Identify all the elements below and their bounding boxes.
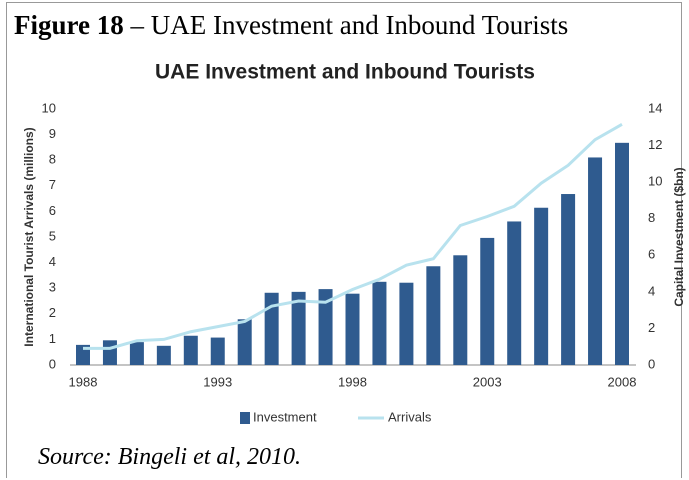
figure-label: Figure 18: [14, 10, 124, 40]
y-tick-label: 9: [49, 126, 56, 141]
bar: [426, 266, 441, 365]
x-tick-label: 2008: [608, 374, 637, 389]
bar: [588, 157, 603, 365]
y-tick-label: 10: [42, 100, 56, 115]
bar: [372, 281, 387, 365]
bar: [561, 194, 576, 365]
x-tick-label: 2003: [473, 374, 502, 389]
y-tick-label: 4: [49, 254, 56, 269]
y2-tick-label: 4: [648, 283, 655, 298]
y2-tick-label: 10: [648, 174, 662, 189]
frame: [6, 2, 682, 478]
legend-label: Investment: [253, 409, 317, 424]
y2-axis-label: Capital Investment ($bn): [672, 167, 686, 306]
y2-tick-label: 0: [648, 356, 655, 371]
bar: [507, 221, 522, 365]
bar: [453, 255, 468, 365]
chart-title: UAE Investment and Inbound Tourists: [155, 61, 535, 84]
x-tick-label: 1993: [203, 374, 232, 389]
y-tick-label: 1: [49, 331, 56, 346]
y-tick-label: 8: [49, 152, 56, 167]
bar: [615, 142, 629, 365]
y2-tick-label: 2: [648, 320, 655, 335]
y2-tick-label: 14: [648, 100, 662, 115]
y2-tick-label: 6: [648, 247, 655, 262]
legend-swatch: [240, 412, 250, 424]
bar: [102, 340, 117, 365]
caption-text: – UAE Investment and Inbound Tourists: [130, 10, 569, 40]
bar: [237, 319, 252, 365]
bar: [345, 293, 360, 365]
figure-caption: Figure 18 – UAE Investment and Inbound T…: [14, 10, 568, 41]
bar: [129, 342, 144, 365]
bar: [399, 282, 414, 365]
bar: [76, 344, 90, 365]
bar: [318, 289, 333, 365]
line: [83, 123, 623, 350]
bar: [210, 337, 225, 365]
y2-tick-label: 8: [648, 210, 655, 225]
bar: [156, 345, 171, 365]
y-tick-label: 3: [49, 280, 56, 295]
y-tick-label: 2: [49, 305, 56, 320]
y-tick-label: 6: [49, 203, 56, 218]
y-tick-label: 0: [49, 356, 56, 371]
bar: [264, 292, 279, 365]
y-tick-label: 5: [49, 228, 56, 243]
bar: [291, 291, 306, 365]
y-tick-label: 7: [49, 177, 56, 192]
bar: [480, 237, 495, 365]
bar: [534, 207, 549, 365]
y-axis-label: International Tourist Arrivals (millions…: [22, 127, 36, 346]
bar: [183, 335, 198, 365]
x-tick-label: 1988: [69, 374, 98, 389]
x-tick-label: 1998: [338, 374, 367, 389]
source: Source: Bingeli et al, 2010.: [38, 444, 302, 470]
legend-label: Arrivals: [388, 409, 432, 424]
y2-tick-label: 12: [648, 137, 662, 152]
